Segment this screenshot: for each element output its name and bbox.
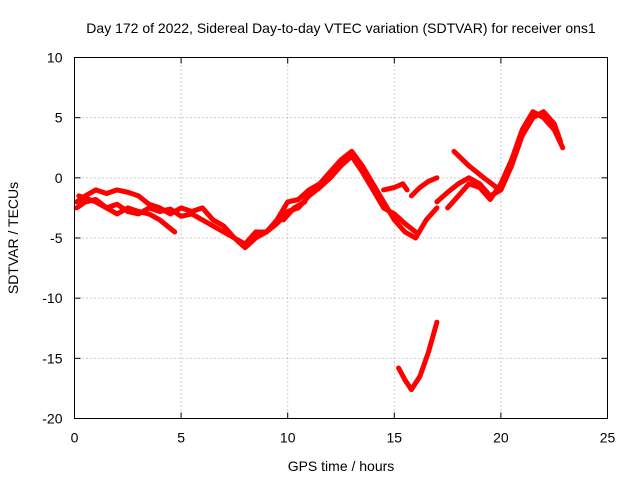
y-tick-label: -5 (50, 230, 63, 246)
grid (74, 57, 608, 419)
y-tick-label: -10 (42, 290, 62, 306)
plot-frame (74, 57, 608, 419)
y-tick-label: -15 (42, 350, 62, 366)
y-axis-label: SDTVAR / TECUs (5, 182, 21, 294)
chart-title: Day 172 of 2022, Sidereal Day-to-day VTE… (86, 20, 596, 36)
series-track-b (74, 153, 419, 251)
y-tick-label: -20 (42, 411, 62, 427)
x-tick-label: 5 (177, 430, 185, 446)
x-tick-label: 25 (600, 430, 616, 446)
y-tick-label: 10 (47, 50, 63, 66)
series-track-d (280, 199, 308, 223)
series-track-j (396, 319, 440, 393)
x-tick-label: 10 (280, 430, 296, 446)
data-series (74, 109, 566, 393)
series-track-c (76, 193, 178, 235)
y-tick-label: 5 (55, 110, 63, 126)
series-track-h (445, 109, 566, 211)
series-track-e (381, 181, 410, 193)
x-tick-label: 15 (387, 430, 403, 446)
x-tick-label: 20 (493, 430, 509, 446)
y-tick-label: 0 (55, 170, 63, 186)
series-track-g (434, 109, 564, 205)
x-tick-label: 0 (71, 430, 79, 446)
series-track-i (451, 148, 500, 190)
series-track-a (74, 148, 440, 247)
axis-ticks: 0 5 10 15 20 25 10 5 0 -5 -10 -15 -20 (42, 50, 615, 446)
series-track-f (408, 175, 440, 199)
x-axis-label: GPS time / hours (288, 458, 395, 474)
